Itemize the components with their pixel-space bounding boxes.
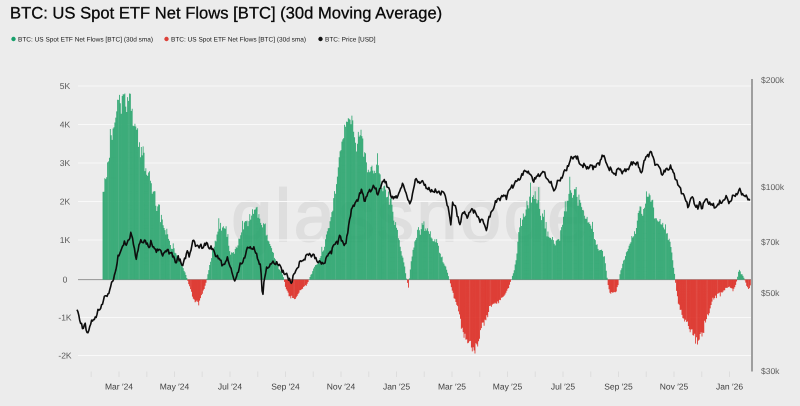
svg-text:BTC: Price [USD]: BTC: Price [USD]	[325, 36, 376, 43]
svg-text:$30k: $30k	[761, 366, 780, 376]
svg-text:$100k: $100k	[761, 182, 785, 192]
svg-text:-2K: -2K	[58, 351, 72, 361]
svg-text:3K: 3K	[60, 158, 71, 168]
svg-text:Sep ′25: Sep ′25	[604, 382, 633, 392]
svg-text:Nov ′24: Nov ′24	[327, 382, 356, 392]
svg-text:Sep ′24: Sep ′24	[271, 382, 300, 392]
svg-text:Jul ′24: Jul ′24	[218, 382, 243, 392]
svg-text:Nov ′25: Nov ′25	[660, 382, 689, 392]
svg-text:0: 0	[63, 275, 68, 285]
svg-text:Jan ′25: Jan ′25	[383, 382, 410, 392]
svg-text:2K: 2K	[60, 197, 71, 207]
svg-text:BTC: US Spot ETF Net Flows [BT: BTC: US Spot ETF Net Flows [BTC] (30d sm…	[171, 36, 306, 43]
svg-text:BTC: US Spot ETF Net Flows [BT: BTC: US Spot ETF Net Flows [BTC] (30d Mo…	[10, 4, 442, 23]
svg-text:1K: 1K	[60, 235, 71, 245]
svg-text:May ′25: May ′25	[493, 382, 523, 392]
svg-text:BTC: US Spot ETF Net Flows [BT: BTC: US Spot ETF Net Flows [BTC] (30d sm…	[18, 36, 153, 43]
svg-text:$70k: $70k	[761, 237, 780, 247]
svg-text:5K: 5K	[60, 81, 71, 91]
svg-text:4K: 4K	[60, 120, 71, 130]
svg-text:Mar ′25: Mar ′25	[438, 382, 466, 392]
svg-text:Jul ′25: Jul ′25	[551, 382, 576, 392]
svg-text:$200k: $200k	[761, 75, 785, 85]
svg-text:-1K: -1K	[58, 313, 72, 323]
svg-text:Mar ′24: Mar ′24	[105, 382, 133, 392]
svg-text:Jan ′26: Jan ′26	[716, 382, 743, 392]
svg-text:$50k: $50k	[761, 288, 780, 298]
svg-text:May ′24: May ′24	[160, 382, 190, 392]
